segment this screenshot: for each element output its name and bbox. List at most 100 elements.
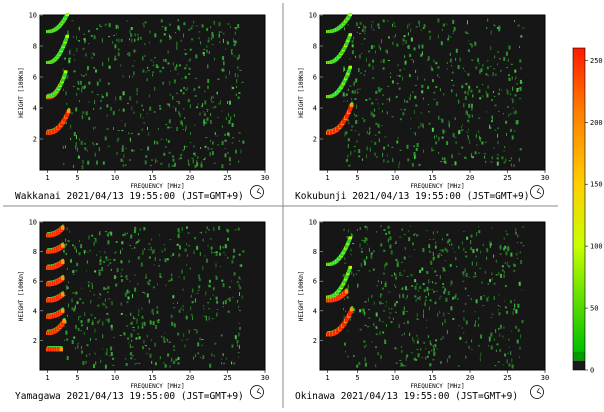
x-tick-label: 20 — [466, 174, 474, 182]
x-tick-label: 30 — [541, 174, 549, 182]
y-tick-label: 2 — [33, 337, 37, 345]
x-tick-label: 30 — [261, 174, 269, 182]
station-caption: Yamagawa 2021/04/13 19:55:00 (JST=GMT+9) — [15, 391, 244, 402]
y-axis-label: HEIGHT [100Km] — [298, 271, 305, 322]
x-tick-label: 1 — [45, 174, 49, 182]
y-axis-label: HEIGHT [100Km] — [298, 67, 305, 118]
colorbar-tick-label: 50 — [590, 305, 598, 313]
echo-trace — [326, 65, 352, 99]
y-tick-label: 10 — [309, 12, 317, 20]
x-tick-label: 15 — [428, 174, 436, 182]
plot-area — [39, 14, 266, 171]
y-tick-label: 4 — [33, 105, 37, 113]
echo-trace — [46, 346, 63, 352]
clock-icon — [250, 185, 264, 199]
noise-speckles — [62, 19, 245, 170]
y-tick-label: 2 — [33, 136, 37, 144]
echo-trace — [46, 70, 68, 99]
echo-trace — [326, 306, 354, 337]
y-tick-label: 4 — [313, 307, 317, 315]
colorbar-floor — [573, 360, 585, 370]
colorbar-tick-label: 0 — [590, 367, 594, 375]
x-tick-label: 10 — [391, 174, 399, 182]
y-tick-label: 2 — [313, 337, 317, 345]
echo-trace — [326, 33, 352, 64]
x-tick-label: 1 — [325, 174, 329, 182]
echo-trace — [326, 236, 352, 266]
y-axis-label: HEIGHT [100Km] — [18, 271, 25, 322]
x-tick-label: 30 — [541, 374, 549, 382]
clock-icon — [250, 385, 264, 399]
x-tick-label: 20 — [186, 374, 194, 382]
x-tick-label: 5 — [355, 374, 359, 382]
y-tick-label: 6 — [33, 278, 37, 286]
echo-trace — [46, 307, 65, 319]
x-tick-label: 25 — [223, 374, 231, 382]
station-caption: Okinawa 2021/04/13 19:55:00 (JST=GMT+9) — [295, 391, 518, 402]
colorbar-low-band — [573, 351, 585, 361]
noise-speckles — [342, 225, 525, 369]
x-tick-label: 1 — [325, 374, 329, 382]
station-caption: Wakkanai 2021/04/13 19:55:00 (JST=GMT+9) — [15, 191, 244, 202]
x-tick-label: 10 — [111, 374, 119, 382]
y-tick-label: 10 — [309, 219, 317, 227]
echo-trace — [46, 318, 66, 335]
y-tick-label: 8 — [313, 43, 317, 51]
colorbar-gradient — [573, 48, 585, 352]
echo-trace — [46, 224, 65, 238]
y-tick-label: 4 — [313, 105, 317, 113]
x-tick-label: 25 — [503, 174, 511, 182]
noise-speckles — [63, 225, 245, 369]
x-tick-label: 25 — [503, 374, 511, 382]
colorbar-tick-label: 200 — [590, 119, 603, 127]
clock-icon — [530, 385, 544, 399]
echo-trace — [326, 101, 354, 135]
y-axis-label: HEIGHT [100Km] — [18, 67, 25, 118]
echo-trace — [46, 242, 65, 254]
x-axis-label: FREQUENCY [MHz] — [410, 383, 464, 390]
echo-trace — [326, 13, 352, 34]
plot-area — [319, 221, 546, 371]
y-tick-label: 8 — [313, 248, 317, 256]
x-tick-label: 15 — [428, 374, 436, 382]
echo-trace — [46, 291, 65, 303]
x-tick-label: 1 — [45, 374, 49, 382]
y-tick-label: 8 — [33, 43, 37, 51]
x-tick-label: 15 — [148, 174, 156, 182]
y-tick-label: 4 — [33, 307, 37, 315]
colorbar-tick-label: 100 — [590, 243, 603, 251]
echo-trace — [46, 258, 65, 270]
x-tick-label: 25 — [223, 174, 231, 182]
colorbar-tick-label: 250 — [590, 57, 603, 65]
echo-trace — [46, 34, 69, 64]
y-tick-label: 10 — [29, 12, 37, 20]
x-tick-label: 20 — [186, 174, 194, 182]
echo-trace — [46, 275, 65, 287]
x-axis-label: FREQUENCY [MHz] — [130, 383, 184, 390]
colorbar-tick-label: 150 — [590, 181, 603, 189]
x-tick-label: 5 — [75, 174, 79, 182]
x-tick-label: 20 — [466, 374, 474, 382]
x-axis-label: FREQUENCY [MHz] — [410, 183, 464, 190]
x-tick-label: 5 — [75, 374, 79, 382]
y-tick-label: 6 — [313, 278, 317, 286]
station-caption: Kokubunji 2021/04/13 19:55:00 (JST=GMT+9… — [295, 191, 530, 202]
x-tick-label: 30 — [261, 374, 269, 382]
x-tick-label: 10 — [391, 374, 399, 382]
y-tick-label: 2 — [313, 136, 317, 144]
echo-trace — [46, 13, 69, 34]
x-tick-label: 5 — [355, 174, 359, 182]
echo-trace — [326, 265, 352, 299]
y-tick-label: 10 — [29, 219, 37, 227]
y-tick-label: 6 — [313, 74, 317, 82]
noise-speckles — [342, 18, 525, 169]
echo-trace — [326, 288, 349, 303]
x-tick-label: 15 — [148, 374, 156, 382]
clock-icon — [530, 185, 544, 199]
colorbar: 250 200 150 100 50 0 — [572, 47, 603, 375]
x-tick-label: 10 — [111, 174, 119, 182]
